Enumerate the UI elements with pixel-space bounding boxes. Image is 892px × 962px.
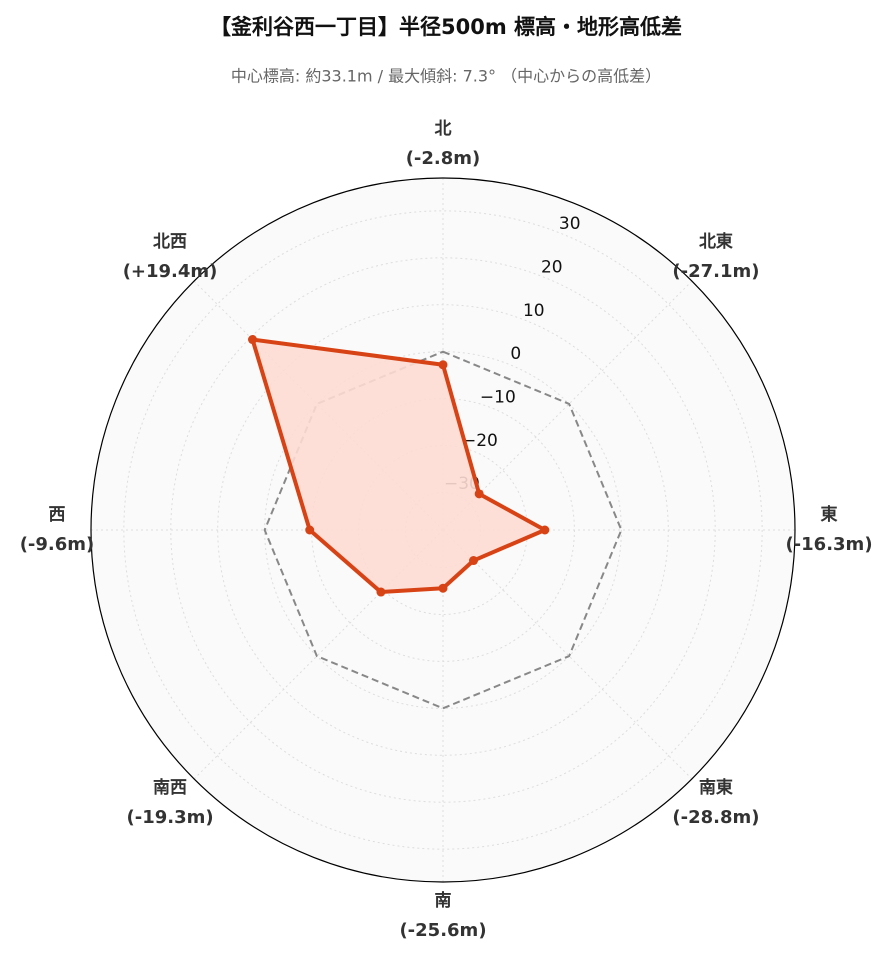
- data-point: [438, 360, 448, 370]
- category-label: 南: [435, 890, 452, 911]
- data-point: [474, 489, 484, 499]
- r-tick-label: −20: [462, 431, 498, 451]
- value-label: (-9.6m): [20, 534, 95, 555]
- chart-title: 【釜利谷西一丁目】半径500m 標高・地形高低差: [210, 15, 682, 39]
- r-tick-label: 30: [559, 214, 581, 234]
- value-label: (-2.8m): [406, 148, 481, 169]
- r-tick-label: 20: [541, 257, 563, 277]
- category-label: 西: [49, 505, 66, 525]
- r-tick-label: 10: [523, 301, 545, 321]
- baseline-ring: [263, 350, 623, 710]
- value-label: (+19.4m): [123, 261, 218, 282]
- value-label: (-25.6m): [399, 920, 486, 941]
- category-label: 南東: [699, 777, 733, 798]
- grid-spoke: [442, 280, 693, 531]
- grid-circle: [170, 257, 716, 803]
- grid-spoke: [442, 529, 693, 780]
- data-point: [540, 525, 550, 535]
- data-point: [469, 556, 479, 566]
- r-tick-label: 0: [510, 344, 521, 364]
- value-label: (-16.3m): [785, 534, 872, 555]
- category-label: 北東: [699, 231, 733, 252]
- grid-circle: [123, 210, 763, 850]
- value-label: (-19.3m): [127, 807, 214, 828]
- category-label: 北西: [153, 232, 187, 252]
- grid-spoke: [193, 529, 444, 780]
- category-label: 東: [821, 504, 838, 525]
- plot-border: [90, 177, 796, 883]
- data-point: [248, 335, 258, 345]
- data-point: [305, 525, 315, 535]
- value-label: (-27.1m): [672, 261, 759, 282]
- category-label: 北: [435, 119, 452, 139]
- chart-subtitle: 中心標高: 約33.1m / 最大傾斜: 7.3° （中心からの高低差）: [231, 67, 661, 86]
- category-label: 南西: [153, 777, 187, 798]
- r-tick-label: −10: [480, 388, 516, 408]
- data-point: [438, 583, 448, 593]
- data-point: [376, 587, 386, 597]
- value-label: (-28.8m): [672, 807, 759, 828]
